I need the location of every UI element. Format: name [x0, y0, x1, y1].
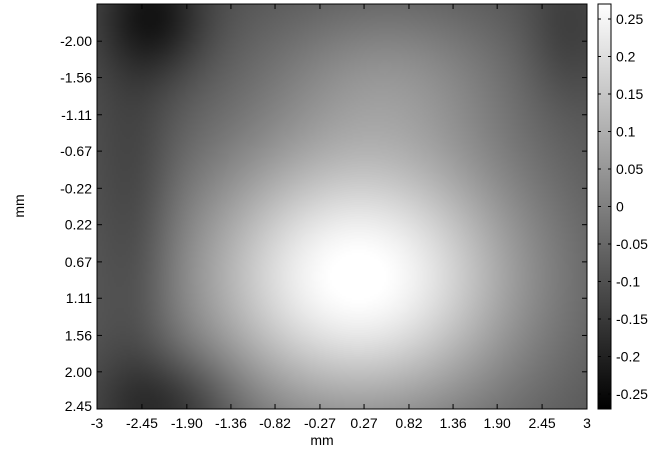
x-axis: -3 -2.45 -1.90 -1.36 -0.82 -0.27 0.27 0.82 1.36 1… — [91, 4, 591, 431]
y-tick-label: 1.11 — [66, 290, 92, 306]
y-tick-label: -0.67 — [60, 143, 92, 159]
x-tick-label: -3 — [91, 415, 104, 431]
x-tick-label: -1.90 — [171, 415, 203, 431]
colorbar: 0.25 0.2 0.15 0.1 0.05 0 -0.05 -0.1 -0.15 -0.2 -0.… — [597, 3, 648, 410]
x-tick-label: -2.45 — [126, 415, 158, 431]
plot-frame — [96, 3, 588, 410]
colorbar-tick-label: -0.25 — [616, 386, 648, 402]
colorbar-tick-label: -0.15 — [616, 311, 648, 327]
y-tick-label: 2.45 — [65, 398, 92, 414]
y-tick-label: 0.67 — [65, 254, 92, 270]
y-tick-label: 0.22 — [65, 217, 92, 233]
x-axis-label: mm — [310, 432, 333, 448]
x-tick-label: 1.36 — [439, 415, 466, 431]
plot-area — [96, 3, 588, 410]
y-tick-label: -2.00 — [60, 33, 92, 49]
colorbar-tick-label: 0.1 — [616, 124, 636, 140]
x-tick-label: 3 — [583, 415, 591, 431]
colorbar-tick-label: -0.2 — [616, 349, 640, 365]
colorbar-tick-label: -0.05 — [616, 236, 648, 252]
colorbar-tick-label: -0.1 — [616, 274, 640, 290]
x-tick-label: 0.82 — [395, 415, 422, 431]
colorbar-tick-label: 0.05 — [616, 161, 643, 177]
x-tick-label: 1.90 — [484, 415, 511, 431]
colorbar-tick-label: 0.15 — [616, 86, 643, 102]
x-tick-label: -1.36 — [215, 415, 247, 431]
y-tick-label: -1.56 — [60, 70, 92, 86]
y-axis: -2.00 -1.56 -1.11 -0.67 -0.22 0.22 0.67 1.11 1.5… — [60, 33, 587, 414]
y-tick-label: -1.11 — [61, 107, 92, 123]
y-tick-label: 1.56 — [65, 327, 92, 343]
x-tick-label: -0.27 — [304, 415, 336, 431]
colorbar-tick-label: 0.25 — [616, 11, 643, 27]
y-tick-label: 2.00 — [65, 364, 92, 380]
x-tick-label: -0.82 — [259, 415, 291, 431]
colorbar-tick-label: 0 — [616, 199, 624, 215]
heatmap-surface — [97, 4, 587, 409]
y-tick-label: -0.22 — [60, 180, 92, 196]
colorbar-ticks: 0.25 0.2 0.15 0.1 0.05 0 -0.05 -0.1 -0.15 -0.2 -0.… — [598, 11, 648, 402]
y-axis-label: mm — [11, 194, 27, 217]
x-tick-label: 0.27 — [350, 415, 377, 431]
colorbar-tick-label: 0.2 — [616, 49, 636, 65]
x-tick-label: 2.45 — [528, 415, 555, 431]
